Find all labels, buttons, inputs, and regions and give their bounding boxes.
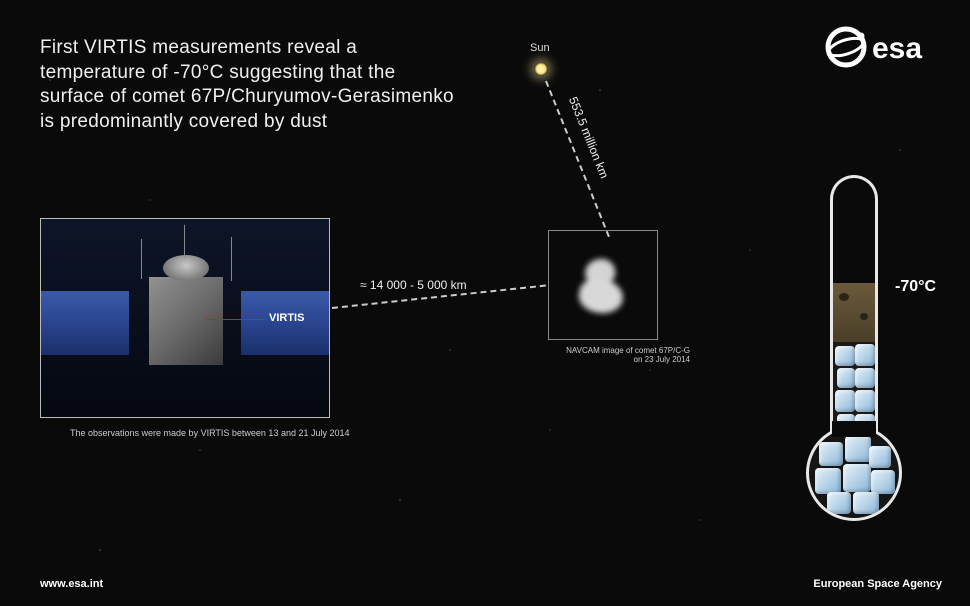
thermometer	[798, 175, 908, 535]
spacecraft-dish	[163, 255, 209, 281]
footer-agency: European Space Agency	[813, 578, 942, 590]
virtis-pointer-line	[206, 319, 266, 320]
solar-panel-left	[40, 291, 129, 355]
virtis-instrument-label: VIRTIS	[269, 312, 304, 324]
esa-logo-icon: esa	[822, 22, 942, 72]
spacecraft-body	[149, 277, 223, 365]
distance-label-spacecraft-comet: ≈ 14 000 - 5 000 km	[360, 278, 467, 292]
thermometer-dust-layer	[833, 283, 875, 343]
esa-logo: esa	[822, 22, 942, 72]
esa-logo-text: esa	[872, 32, 922, 65]
comet-image-box	[548, 230, 658, 340]
comet-caption: NAVCAM image of comet 67P/C-G on 23 July…	[540, 346, 690, 364]
thermometer-tube	[830, 175, 878, 445]
comet-shape	[579, 259, 629, 314]
spacecraft-caption: The observations were made by VIRTIS bet…	[70, 428, 350, 438]
thermometer-join-mask	[832, 421, 876, 437]
comet-caption-line1: NAVCAM image of comet 67P/C-G	[566, 346, 690, 355]
thermometer-bulb	[806, 425, 902, 521]
temperature-label: -70°C	[895, 278, 936, 296]
footer-url: www.esa.int	[40, 578, 103, 590]
sun-label: Sun	[530, 42, 550, 54]
spacecraft-antenna	[231, 237, 232, 281]
spacecraft-antenna	[184, 225, 185, 257]
spacecraft-image: VIRTIS	[40, 218, 330, 418]
headline-text: First VIRTIS measurements reveal a tempe…	[40, 36, 460, 135]
spacecraft-antenna	[141, 239, 142, 279]
comet-caption-line2: on 23 July 2014	[634, 355, 691, 364]
sun-icon	[534, 62, 548, 76]
